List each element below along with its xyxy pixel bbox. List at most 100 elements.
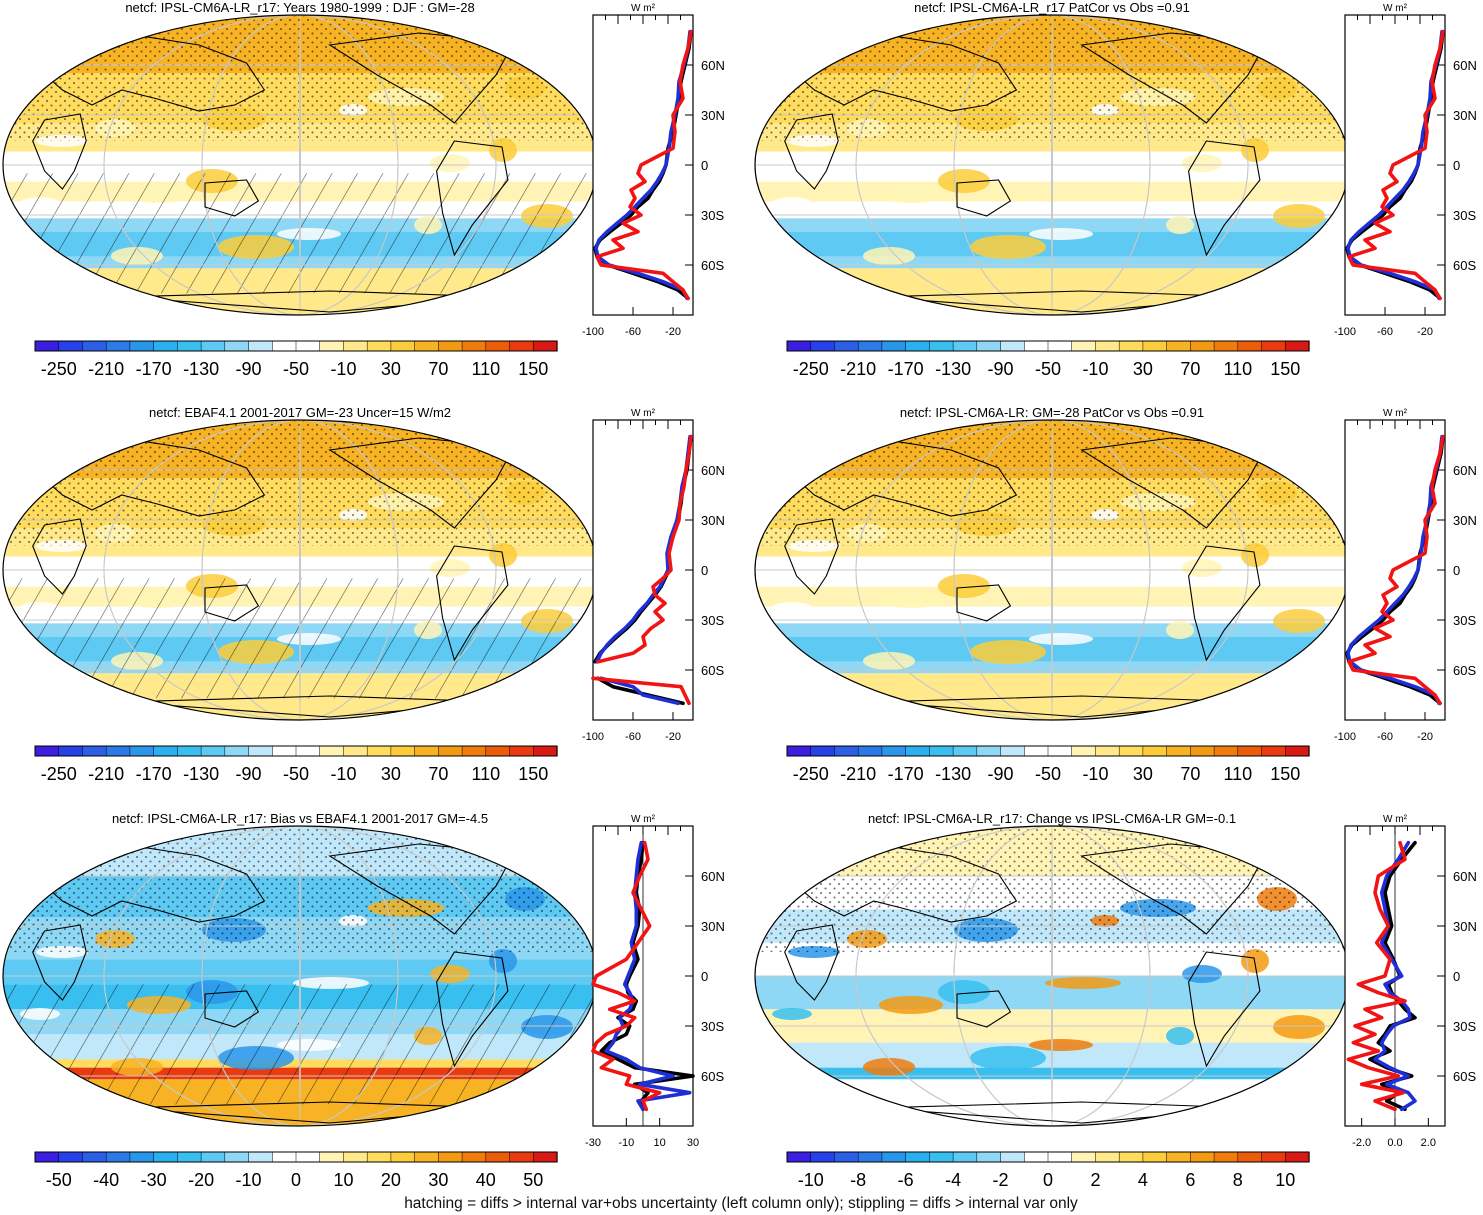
colorbar-tick-label: -6 — [898, 1170, 914, 1190]
map-blob — [938, 169, 990, 193]
zonal-x-tick-label: 30 — [687, 1137, 699, 1149]
colorbar-swatch — [1285, 340, 1310, 352]
colorbar-tick-label: 110 — [471, 359, 500, 379]
zonal-x-tick-label: -60 — [1377, 326, 1393, 338]
colorbar-swatch — [200, 1151, 226, 1163]
colorbar-swatch — [295, 340, 321, 352]
colorbar-swatch — [1166, 340, 1192, 352]
colorbar-swatch — [295, 745, 321, 757]
zonal-unit-label: W m² — [1383, 814, 1408, 825]
map-blob — [1182, 559, 1222, 577]
colorbar-swatch — [34, 745, 60, 757]
colorbar-swatch — [1024, 340, 1049, 352]
colorbar-swatch — [177, 340, 202, 352]
colorbar-swatch — [905, 745, 931, 757]
colorbar-swatch — [533, 745, 558, 757]
zonal-y-tick-label: 60S — [701, 1069, 724, 1084]
graticule-meridian — [953, 826, 1151, 1126]
colorbar-swatch — [153, 1151, 179, 1163]
colorbar-swatch — [58, 340, 84, 352]
colorbar-swatch — [34, 340, 60, 352]
coastline — [32, 518, 87, 595]
colorbar-swatch — [1095, 1151, 1120, 1163]
map-blob — [1273, 1015, 1325, 1039]
colorbar-swatch — [1190, 340, 1215, 352]
coastline — [436, 140, 509, 257]
colorbar-swatch — [295, 1151, 321, 1163]
map-blob — [938, 574, 990, 598]
colorbar-swatch — [485, 1151, 511, 1163]
panel-title: netcf: IPSL-CM6A-LR_r17: Change vs IPSL-… — [868, 811, 1236, 826]
zonal-y-tick-label: 60N — [1453, 869, 1477, 884]
map-blob — [772, 1008, 812, 1020]
zonal-x-tick-label: -100 — [582, 326, 604, 338]
colorbar-swatch — [390, 340, 416, 352]
colorbar-swatch — [343, 1151, 368, 1163]
map-blob — [1273, 204, 1325, 228]
colorbar-swatch — [1285, 745, 1310, 757]
colorbar-tick-label: -50 — [1035, 359, 1061, 379]
colorbar-tick-label: -10 — [330, 359, 356, 379]
colorbar-swatch — [1095, 340, 1120, 352]
colorbar-swatch — [177, 745, 202, 757]
chart-panel-middle-right: netcf: IPSL-CM6A-LR: GM=-28 PatCor vs Ob… — [754, 405, 1477, 784]
colorbar-tick-label: -130 — [935, 764, 971, 784]
colorbar-swatch — [1000, 745, 1025, 757]
colorbar-swatch — [905, 1151, 931, 1163]
zonal-x-tick-label: 0.0 — [1387, 1137, 1402, 1149]
colorbar-swatch — [976, 340, 1002, 352]
colorbar-frame — [34, 1151, 558, 1163]
colorbar-frame — [786, 745, 1310, 757]
colorbar-swatch — [319, 340, 345, 352]
colorbar-tick-label: -10 — [1082, 359, 1108, 379]
zonal-x-tick-label: -20 — [665, 731, 681, 743]
map-field — [755, 826, 1349, 1126]
colorbar-tick-label: -210 — [840, 764, 876, 784]
map-blob — [756, 474, 784, 486]
colorbar-swatch — [461, 745, 487, 757]
zonal-y-tick-label: 30S — [1453, 208, 1476, 223]
zonal-series-line — [595, 29, 693, 301]
graticule-meridian — [299, 420, 301, 720]
colorbar-swatch — [881, 745, 907, 757]
graticule-meridian — [953, 15, 1151, 315]
zonal-y-tick-label: 30N — [1453, 513, 1477, 528]
graticule-meridian — [1051, 826, 1053, 1126]
colorbar-swatch — [1024, 1151, 1049, 1163]
graticule-meridian — [103, 15, 497, 315]
colorbar-swatch — [58, 1151, 84, 1163]
zonal-x-tick-label: 2.0 — [1421, 1137, 1436, 1149]
panel-title: netcf: IPSL-CM6A-LR: GM=-28 PatCor vs Ob… — [900, 405, 1204, 420]
zonal-y-tick-label: 30N — [701, 108, 725, 123]
colorbar-swatch — [1071, 340, 1097, 352]
zonal-y-tick-label: 0 — [1453, 969, 1460, 984]
colorbar-swatch — [366, 1151, 392, 1163]
colorbar-swatch — [929, 1151, 954, 1163]
colorbar-swatch — [58, 745, 84, 757]
zonal-x-tick-label: -100 — [582, 731, 604, 743]
colorbar-swatch — [153, 745, 179, 757]
colorbar-tick-label: 8 — [1233, 1170, 1243, 1190]
colorbar-swatch — [810, 745, 836, 757]
colorbar-swatch — [177, 1151, 202, 1163]
colorbar-tick-label: 150 — [518, 359, 548, 379]
colorbar-swatch — [533, 1151, 558, 1163]
zonal-unit-label: W m² — [631, 408, 656, 419]
colorbar-tick-label: -250 — [41, 359, 77, 379]
colorbar-swatch — [200, 745, 226, 757]
map-field — [755, 420, 1349, 720]
colorbar-frame — [786, 1151, 1310, 1163]
colorbar-swatch — [1118, 745, 1144, 757]
colorbar-tick-label: 150 — [1270, 764, 1300, 784]
colorbar-tick-label: -2 — [993, 1170, 1009, 1190]
graticule-meridian — [953, 420, 1151, 720]
colorbar-swatch — [1000, 1151, 1025, 1163]
zonal-series-line — [1368, 840, 1417, 1112]
colorbar-swatch — [105, 745, 131, 757]
coastline — [204, 990, 260, 1028]
map-blob — [4, 474, 32, 486]
colorbar-swatch — [929, 340, 954, 352]
colorbar-swatch — [786, 745, 812, 757]
colorbar-swatch — [1047, 1151, 1073, 1163]
colorbar-swatch — [857, 1151, 883, 1163]
